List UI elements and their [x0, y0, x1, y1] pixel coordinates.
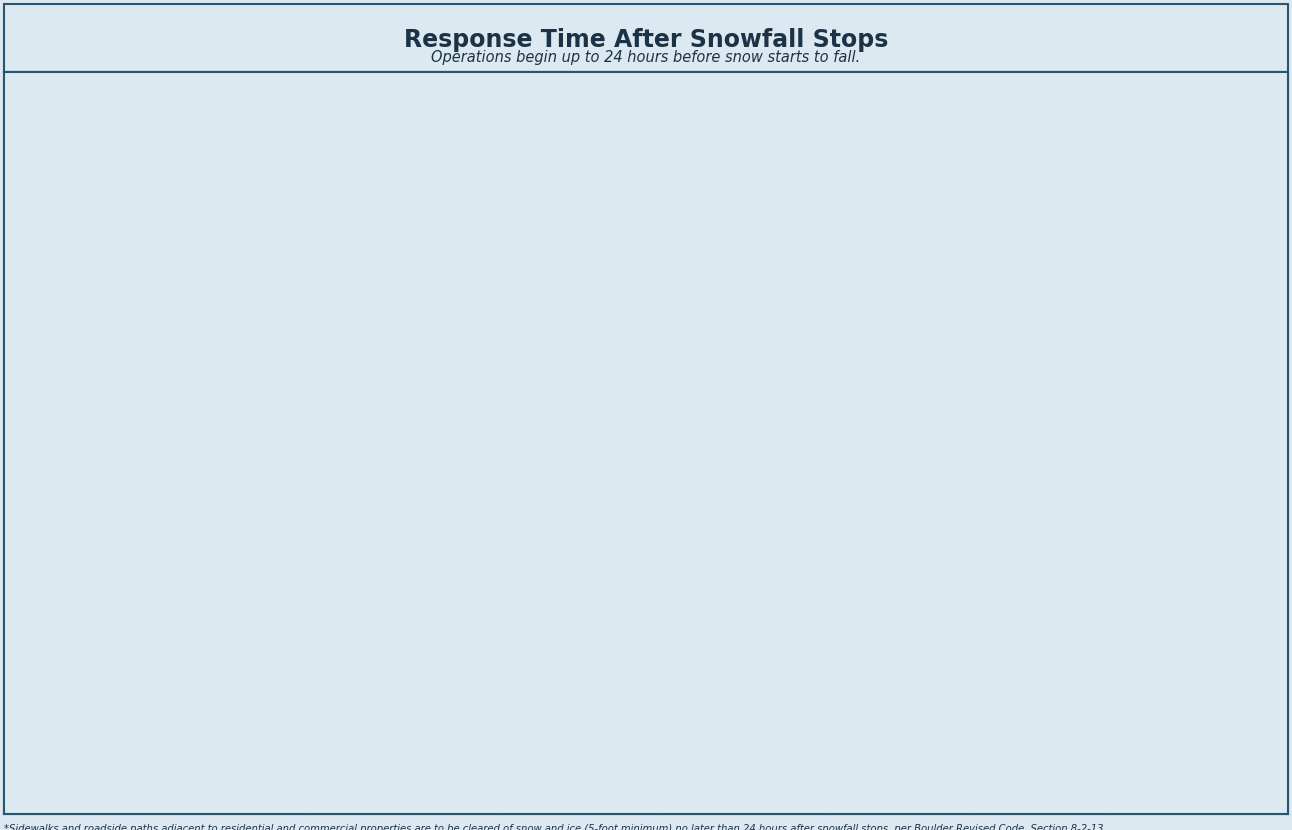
Text: LARGE: LARGE: [1021, 80, 1093, 99]
Text: Areas maintained
by the Transportation
& Mobility Department: Areas maintained by the Transportation &…: [49, 90, 264, 158]
Text: Operations begin up to 24 hours before snow starts to fall.: Operations begin up to 24 hours before s…: [432, 50, 860, 65]
Bar: [826, 502, 968, 672]
Bar: [4, 72, 307, 212]
Bar: [497, 212, 662, 502]
Text: 24: 24: [707, 417, 780, 469]
Text: Bare pavement
within: Bare pavement within: [1009, 543, 1105, 572]
Text: hours: hours: [385, 645, 420, 658]
Text: Bare
pavement
within: Bare pavement within: [373, 362, 433, 407]
Text: Bare pavement
within: Bare pavement within: [532, 543, 628, 572]
Bar: [497, 502, 662, 672]
Bar: [1110, 212, 1288, 502]
Text: MEDIUM: MEDIUM: [616, 80, 708, 99]
Bar: [497, 672, 662, 814]
Bar: [826, 212, 968, 502]
Text: 1st: Streets with high traffic,
transit, emergency response
and protected bike l: 1st: Streets with high traffic, transit,…: [65, 248, 229, 386]
Bar: [968, 672, 1110, 814]
Text: 12: 12: [366, 753, 439, 805]
Bar: [307, 212, 497, 502]
Text: 48: 48: [1163, 417, 1235, 469]
Text: hours: hours: [1022, 462, 1057, 475]
Bar: [4, 72, 1288, 814]
Bar: [826, 72, 1288, 212]
Text: 2nd Priority: 2nd Priority: [997, 334, 1080, 347]
Bar: [662, 672, 826, 814]
Bar: [662, 502, 826, 672]
Text: hours: hours: [1040, 645, 1075, 658]
Text: 1st Priority: 1st Priority: [858, 334, 937, 347]
Text: Bare pavement
within: Bare pavement within: [614, 543, 711, 572]
Text: 1st Priority: 1st Priority: [364, 334, 442, 347]
Text: hours: hours: [645, 645, 680, 658]
Text: 12: 12: [860, 417, 934, 469]
Text: Shoveled Areas*: Shoveled Areas*: [65, 686, 230, 704]
Text: *Sidewalks and roadside paths adjacent to residential and commercial properties : *Sidewalks and roadside paths adjacent t…: [4, 824, 1107, 830]
Text: 24: 24: [544, 597, 616, 649]
Bar: [662, 212, 826, 502]
Text: Bare
pavement
within: Bare pavement within: [550, 362, 610, 407]
Text: 2nd Priority: 2nd Priority: [703, 334, 786, 347]
Bar: [826, 72, 1288, 212]
Text: Street Priorities: Street Priorities: [65, 226, 227, 244]
Bar: [1110, 672, 1288, 814]
Text: 3rd Priority: 3rd Priority: [1159, 334, 1239, 347]
Text: hours: hours: [562, 462, 597, 475]
Text: 1st Priority: 1st Priority: [541, 334, 619, 347]
Text: hours: hours: [385, 801, 420, 814]
Bar: [497, 72, 826, 212]
Bar: [4, 212, 307, 502]
Text: Bare pavement
within: Bare pavement within: [355, 699, 451, 728]
Bar: [968, 212, 1110, 502]
Text: 24: 24: [625, 753, 699, 805]
Text: hours: hours: [385, 462, 420, 475]
Bar: [4, 72, 307, 212]
Text: Clear of
loose snow
within: Clear of loose snow within: [1006, 362, 1071, 407]
Text: SMALL: SMALL: [367, 80, 439, 99]
Text: hours: hours: [385, 645, 420, 658]
Text: 36: 36: [1003, 417, 1076, 469]
Text: 12: 12: [366, 417, 439, 469]
Text: Bare pavement
within: Bare pavement within: [614, 699, 711, 728]
Text: Bare pavement
within: Bare pavement within: [355, 543, 451, 572]
Bar: [826, 672, 968, 814]
Text: hours: hours: [1181, 462, 1217, 475]
Text: hours: hours: [562, 645, 597, 658]
Text: 0 to 3
inches: 0 to 3 inches: [373, 138, 433, 177]
Text: Clear of
loose snow
within: Clear of loose snow within: [712, 362, 776, 407]
Text: 8+
inches: 8+ inches: [1027, 138, 1087, 177]
Text: Bare pavement
within: Bare pavement within: [1009, 699, 1105, 728]
Bar: [307, 672, 497, 814]
Bar: [307, 502, 497, 672]
Text: 12: 12: [366, 597, 439, 649]
Bar: [4, 672, 307, 814]
Text: 48: 48: [1021, 597, 1094, 649]
Text: hours: hours: [1040, 801, 1075, 814]
Text: Bare
pavement
within: Bare pavement within: [867, 362, 926, 407]
Bar: [4, 4, 1288, 72]
Bar: [968, 502, 1110, 672]
Text: Multi-Use Paths: Multi-Use Paths: [65, 568, 224, 586]
Text: hours: hours: [726, 462, 761, 475]
Text: 12: 12: [366, 597, 439, 649]
Text: Response Time After Snowfall Stops: Response Time After Snowfall Stops: [404, 28, 888, 52]
Text: Up to
8 inches: Up to 8 inches: [623, 138, 700, 177]
Text: 24: 24: [625, 597, 699, 649]
Text: Select curb ramps,
median islands and high-
ridership bus stops: Select curb ramps, median islands and hi…: [65, 708, 213, 754]
Bar: [1110, 502, 1288, 672]
Bar: [4, 502, 307, 672]
Bar: [307, 72, 497, 212]
Text: Clear of
loose snow
within: Clear of loose snow within: [1167, 362, 1231, 407]
Text: hours: hours: [645, 801, 680, 814]
Text: hours: hours: [880, 462, 915, 475]
Text: 12: 12: [543, 417, 616, 469]
Text: 24: 24: [1021, 753, 1094, 805]
Bar: [307, 72, 497, 212]
Bar: [497, 72, 826, 212]
Text: Bare pavement
within: Bare pavement within: [355, 543, 451, 572]
